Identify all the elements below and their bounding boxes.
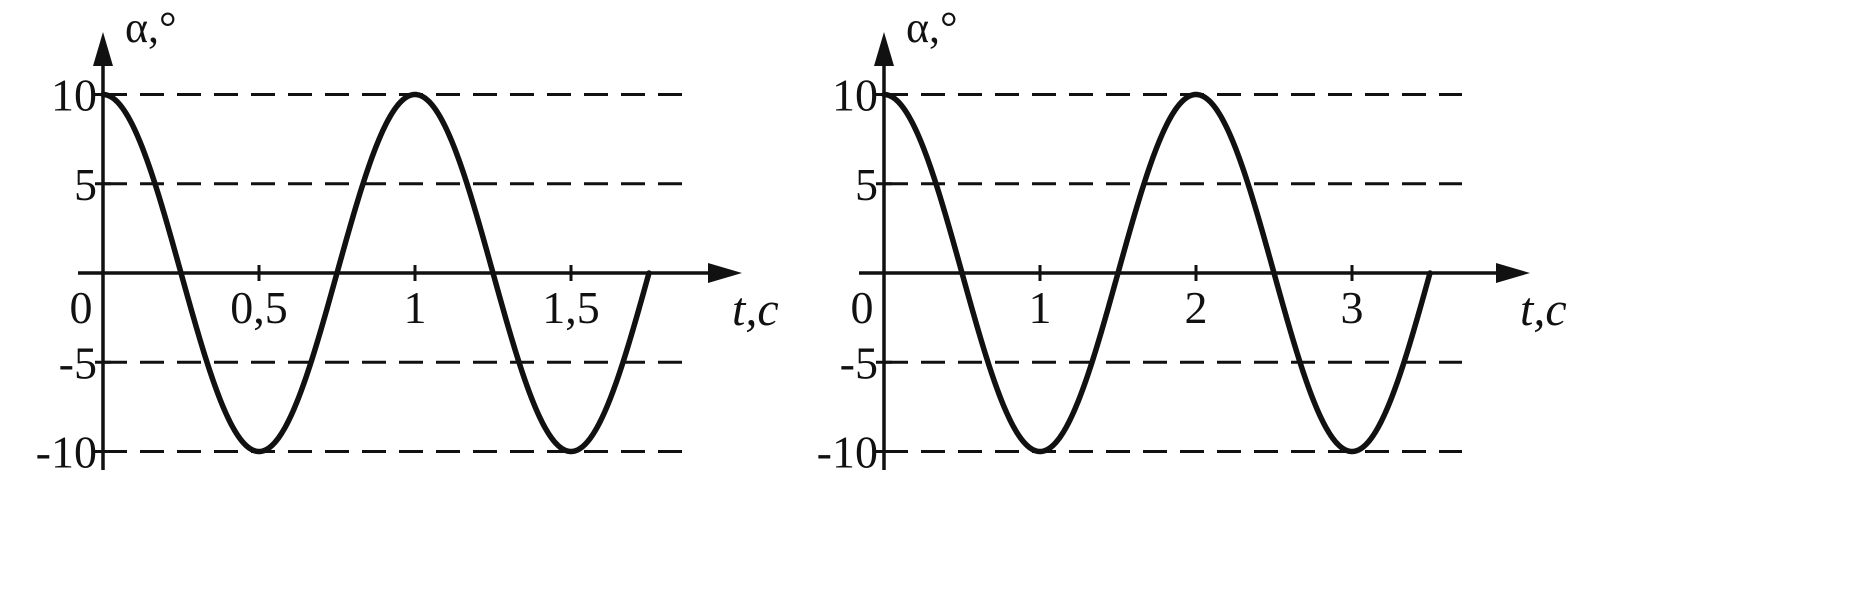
- y-axis-label: α,°: [906, 3, 958, 52]
- x-axis-label: t,c: [1520, 283, 1567, 336]
- y-tick-label: -5: [59, 337, 97, 388]
- x-axis-label: t,c: [732, 283, 779, 336]
- chart-2: 10 5 -5 -10 1 2 3 0 α,° t,c: [817, 3, 1567, 478]
- series-line: [881, 91, 1433, 455]
- y-tick-label: 10: [51, 70, 97, 121]
- x-tick-label: 1: [1029, 282, 1052, 333]
- y-tick-label: 5: [855, 159, 878, 210]
- x-tick-label: 0,5: [230, 282, 288, 333]
- x-tick-label: 1: [404, 282, 427, 333]
- x-tick-label: 3: [1341, 282, 1364, 333]
- x-axis-arrow: [708, 263, 742, 283]
- origin-label: 0: [70, 282, 93, 333]
- y-axis-arrow: [93, 32, 113, 66]
- series-line: [100, 91, 652, 455]
- origin-label: 0: [851, 282, 874, 333]
- chart-1: 10 5 -5 -10 0,5 1 1,5 0 α,° t,c: [36, 3, 779, 478]
- x-axis-arrow: [1496, 263, 1530, 283]
- y-tick-label: 5: [74, 159, 97, 210]
- y-tick-label: -5: [840, 337, 878, 388]
- y-axis-arrow: [874, 32, 894, 66]
- x-tick-label: 1,5: [542, 282, 600, 333]
- y-tick-label: -10: [817, 427, 878, 478]
- y-tick-label: 10: [832, 70, 878, 121]
- x-tick-label: 2: [1185, 282, 1208, 333]
- y-tick-label: -10: [36, 427, 97, 478]
- y-axis-label: α,°: [125, 3, 177, 52]
